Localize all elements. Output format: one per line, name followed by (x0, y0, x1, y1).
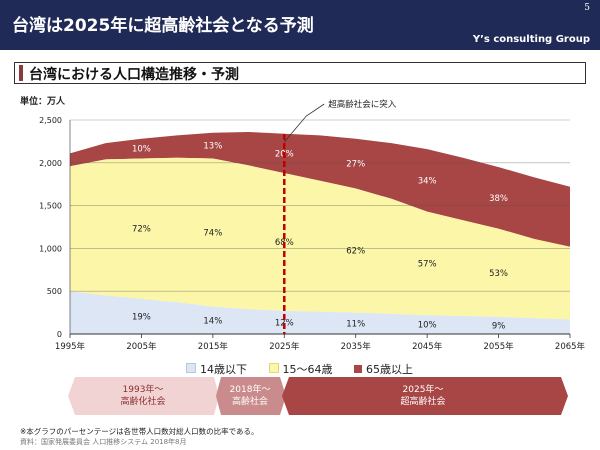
legend-item-15-64: 15〜64歳 (268, 363, 333, 376)
phase-arrows (68, 377, 568, 415)
marker-callout-leader (283, 103, 325, 143)
legend-swatch-15-64 (268, 363, 279, 373)
pct-label-0-14: 10% (418, 321, 437, 331)
legend-label-65: 65歳以上 (366, 363, 413, 376)
x-tick-label: 2005年 (126, 341, 157, 352)
phase-1-year: 1993年～ (122, 385, 164, 395)
phase-2-name: 高齢社会 (231, 397, 268, 407)
pct-label-0-14: 11% (346, 319, 365, 329)
legend-item-14: 14歳以下 (186, 363, 247, 376)
section-title-accent (19, 65, 23, 81)
y-tick-label: 1,500 (39, 202, 62, 211)
population-chart: 0 500 1,000 1,500 2,000 2,500 1995年 2005年 2015年 2… (39, 99, 586, 352)
pct-label-15-64: 72% (132, 225, 151, 235)
pct-label-0-14: 9% (492, 321, 506, 331)
phase-3-year: 2025年～ (402, 385, 444, 395)
pct-label-15-64: 62% (346, 247, 365, 257)
pct-label-15-64: 74% (203, 229, 222, 239)
x-tick-label: 2065年 (555, 341, 586, 352)
x-tick-label: 2015年 (198, 341, 229, 352)
phase-label-aged: 2018年～ 高齢社会 (218, 378, 282, 414)
pct-label-65-plus: 10% (132, 145, 151, 155)
x-tick-label: 1995年 (55, 341, 86, 352)
legend-item-65: 65歳以上 (354, 363, 413, 376)
area-15-64 (70, 157, 570, 320)
pct-label-0-14: 14% (203, 316, 222, 326)
y-tick-label: 1,000 (39, 244, 62, 253)
y-tick-label: 500 (47, 287, 62, 296)
pct-label-15-64: 53% (489, 269, 508, 279)
phase-arrow-super-aged (282, 377, 568, 415)
phase-1-name: 高齢化社会 (120, 397, 166, 407)
pct-label-65-plus: 34% (418, 176, 437, 186)
legend-label-15-64: 15〜64歳 (282, 363, 333, 376)
marker-label: 超高齢社会に突入 (328, 99, 397, 110)
y-tick-label: 2,500 (39, 116, 62, 125)
y-tick-label: 0 (57, 330, 62, 339)
x-tick-label: 2035年 (341, 341, 372, 352)
company-name: Y’s consulting Group (472, 34, 590, 45)
footnote: ※本グラフのパーセンテージは各世帯人口数対総人口数の比率である。 (20, 427, 259, 436)
legend-label-14: 14歳以下 (200, 363, 247, 376)
page-title: 台湾は2025年に超高齢社会となる予測 (12, 16, 314, 36)
section-title-box: 台湾における人口構造推移・予測 (14, 62, 586, 84)
phase-arrow-aged (216, 377, 286, 415)
legend-swatch-65 (354, 365, 362, 373)
pct-label-0-14: 19% (132, 312, 151, 322)
phase-label-super-aged: 2025年～ 超高齢社会 (288, 378, 558, 414)
chart-legend: 14歳以下 15〜64歳 65歳以上 (186, 361, 431, 377)
section-title: 台湾における人口構造推移・予測 (29, 67, 239, 83)
pct-label-65-plus: 38% (489, 194, 508, 204)
legend-swatch-14 (186, 363, 196, 373)
phase-2-year: 2018年～ (229, 385, 271, 395)
area-65-plus (70, 132, 570, 247)
x-tick-label: 2045年 (412, 341, 443, 352)
x-tick-label: 2025年 (269, 341, 300, 352)
phase-arrow-aging (68, 377, 219, 415)
phase-label-aging: 1993年～ 高齢化社会 (70, 378, 216, 414)
page-number: 5 (584, 3, 590, 13)
source-note: 資料：国家発展委員会 人口推移システム 2018年8月 (20, 438, 187, 446)
y-tick-label: 2,000 (39, 159, 62, 168)
pct-label-65-plus: 13% (203, 142, 222, 152)
unit-label: 単位：万人 (20, 97, 66, 107)
pct-label-15-64: 57% (418, 259, 437, 269)
phase-3-name: 超高齢社会 (400, 397, 446, 407)
area-0-14 (70, 291, 570, 334)
pct-label-65-plus: 27% (346, 160, 365, 170)
x-tick-label: 2055年 (484, 341, 515, 352)
header-bar: 台湾は2025年に超高齢社会となる予測 5 Y’s consulting Gro… (0, 0, 600, 50)
